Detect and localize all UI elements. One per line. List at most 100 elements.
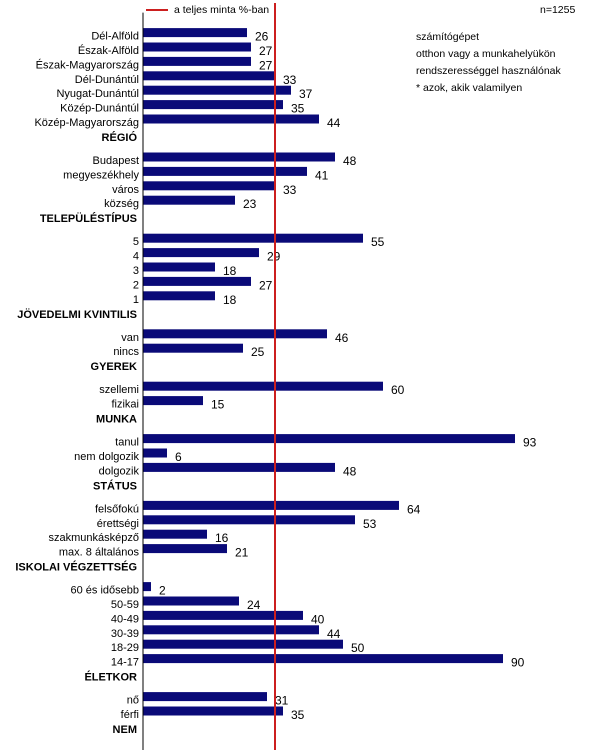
group-2-item-0-label: max. 8 általános: [59, 547, 140, 559]
group-0-item-1-label: nő: [127, 695, 139, 707]
group-7-item-2-value: 41: [315, 168, 329, 182]
group-1-item-2-label: 30-39: [111, 628, 139, 640]
group-1-item-3-bar: [143, 610, 303, 620]
group-0-title: NEM: [113, 724, 137, 736]
group-8-item-5-label: Észak-Alföld: [78, 44, 139, 57]
group-8-item-5-value: 27: [259, 44, 273, 58]
group-7-item-0-bar: [143, 195, 235, 205]
group-1-item-5-label: 60 és idősebb: [71, 585, 140, 597]
group-2-item-2-bar: [143, 515, 355, 525]
note-line-2: rendszerességgel használónak: [416, 65, 562, 77]
group-6-item-0-bar: [143, 291, 215, 301]
group-3-item-1-value: 6: [175, 450, 182, 464]
legend-reference-label: a teljes minta %-ban: [174, 4, 269, 16]
group-1-item-1-bar: [143, 639, 343, 649]
group-6-item-1-label: 2: [133, 279, 139, 291]
group-8-item-1-bar: [143, 100, 283, 110]
group-4-item-1-label: szellemi: [99, 384, 139, 396]
group-5-item-1-label: van: [121, 332, 139, 344]
group-2-item-2-label: érettségi: [97, 518, 139, 530]
group-0-item-0-bar: [143, 706, 283, 716]
group-6-item-3-label: 4: [133, 251, 139, 263]
group-0-item-1-value: 31: [275, 694, 289, 708]
group-6-item-4-label: 5: [133, 236, 139, 248]
group-8-item-2-value: 37: [299, 87, 313, 101]
group-6-item-0-label: 1: [133, 294, 139, 306]
group-8-item-3-label: Dél-Dunántúl: [75, 74, 139, 86]
group-2-item-1-bar: [143, 529, 207, 539]
group-7-item-1-value: 33: [283, 183, 297, 197]
group-8-item-0-label: Közép-Magyarország: [34, 117, 139, 129]
group-1-item-4-value: 24: [247, 598, 261, 612]
group-7-item-3-bar: [143, 152, 335, 162]
group-1-item-0-bar: [143, 654, 503, 664]
group-1-item-1-value: 50: [351, 641, 365, 655]
group-3-item-1-label: nem dolgozik: [74, 451, 139, 463]
group-5-item-0-value: 25: [251, 345, 265, 359]
group-8-item-6-bar: [143, 28, 247, 38]
group-2-item-3-bar: [143, 500, 399, 510]
group-6-item-1-bar: [143, 276, 251, 286]
group-6-title: JÖVEDELMI KVINTILIS: [17, 308, 137, 321]
group-4-item-1-bar: [143, 381, 383, 391]
group-1-item-2-bar: [143, 625, 319, 635]
group-6-item-1-value: 27: [259, 278, 273, 292]
group-1-item-0-value: 90: [511, 656, 525, 670]
group-1-item-5-value: 2: [159, 584, 166, 598]
note-line-1: otthon vagy a munkahelyükön: [416, 48, 556, 60]
group-8-item-5-bar: [143, 42, 251, 52]
group-4-item-1-value: 60: [391, 383, 405, 397]
group-6-item-3-bar: [143, 248, 259, 258]
group-5-item-1-bar: [143, 329, 327, 339]
group-8-item-1-value: 35: [291, 102, 305, 116]
group-3-item-0-bar: [143, 462, 335, 472]
group-1-item-1-label: 18-29: [111, 642, 139, 654]
group-5-item-1-value: 46: [335, 331, 349, 345]
group-2-item-0-value: 21: [235, 546, 249, 560]
group-6-item-2-bar: [143, 262, 215, 272]
group-7-item-0-value: 23: [243, 197, 257, 211]
sample-size: n=1255: [540, 4, 575, 16]
group-7-item-1-bar: [143, 181, 275, 191]
group-0-item-1-bar: [143, 692, 267, 702]
group-8-item-3-value: 33: [283, 73, 297, 87]
group-8-item-2-label: Nyugat-Dunántúl: [56, 88, 139, 100]
group-8-item-3-bar: [143, 71, 275, 81]
group-2-item-3-value: 64: [407, 502, 421, 516]
group-3-item-2-bar: [143, 434, 515, 444]
note-line-0: számítógépet: [416, 31, 479, 43]
group-6-item-3-value: 29: [267, 250, 281, 264]
group-1-item-4-bar: [143, 596, 239, 606]
group-7-item-2-bar: [143, 166, 307, 176]
group-2-item-1-label: szakmunkásképző: [49, 532, 140, 544]
group-2-item-1-value: 16: [215, 531, 229, 545]
group-6-item-0-value: 18: [223, 293, 237, 307]
group-1-item-2-value: 44: [327, 627, 341, 641]
group-5-item-0-label: nincs: [113, 346, 139, 358]
group-2-item-2-value: 53: [363, 517, 377, 531]
group-5-title: GYEREK: [91, 361, 138, 373]
group-3-item-2-label: tanul: [115, 437, 139, 449]
group-7-title: TELEPÜLÉSTÍPUS: [40, 212, 137, 225]
group-1-item-0-label: 14-17: [111, 657, 139, 669]
group-4-item-0-value: 15: [211, 398, 225, 412]
group-3-item-0-label: dolgozik: [99, 465, 140, 477]
group-6-item-2-label: 3: [133, 265, 139, 277]
group-4-item-0-bar: [143, 396, 203, 406]
group-8-item-2-bar: [143, 85, 291, 95]
group-3-title: STÁTUS: [93, 479, 137, 492]
group-8-item-4-value: 27: [259, 58, 273, 72]
group-7-item-2-label: megyeszékhely: [63, 169, 139, 181]
group-3-item-0-value: 48: [343, 464, 357, 478]
group-4-title: MUNKA: [96, 414, 137, 426]
group-8-item-4-label: Észak-Magyarország: [36, 58, 139, 71]
group-8-item-0-bar: [143, 114, 319, 124]
group-6-item-4-value: 55: [371, 235, 385, 249]
group-7-item-1-label: város: [112, 184, 139, 196]
group-7-item-0-label: község: [104, 198, 139, 210]
note-line-3: * azok, akik valamilyen: [416, 82, 522, 94]
group-0-item-0-value: 35: [291, 708, 305, 722]
group-0-item-0-label: férfi: [121, 709, 139, 721]
group-1-title: ÉLETKOR: [84, 671, 137, 684]
